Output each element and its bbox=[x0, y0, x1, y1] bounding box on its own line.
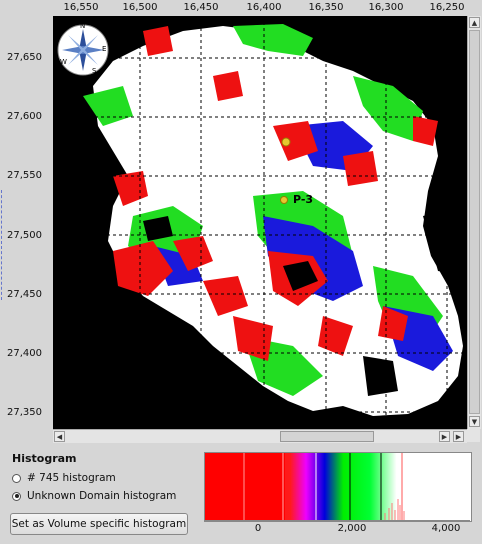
vertical-scroll-thumb[interactable] bbox=[469, 30, 480, 414]
x-tick-label: 16,250 bbox=[429, 2, 465, 13]
histogram-title: Histogram bbox=[12, 452, 77, 465]
y-tick-label: 27,650 bbox=[7, 52, 42, 63]
compass-e: E bbox=[102, 45, 107, 53]
y-tick-label: 27,550 bbox=[7, 170, 42, 181]
vertical-scrollbar[interactable]: ▲ ▼ bbox=[467, 16, 481, 429]
radio-button[interactable] bbox=[12, 473, 21, 483]
x-tick-label: 16,500 bbox=[122, 2, 158, 13]
histogram-axis bbox=[204, 520, 470, 527]
location-marker bbox=[281, 137, 291, 147]
scroll-corner bbox=[467, 429, 480, 442]
horizontal-scroll-thumb[interactable] bbox=[280, 431, 374, 442]
terrain-void bbox=[53, 266, 108, 336]
terrain-green bbox=[83, 86, 133, 126]
map-raster[interactable] bbox=[53, 16, 467, 429]
histogram-option-unknown-domain[interactable]: Unknown Domain histogram bbox=[12, 490, 176, 502]
x-tick-label: 16,400 bbox=[246, 2, 282, 13]
y-tick-label: 27,400 bbox=[7, 348, 42, 359]
y-tick-label: 27,600 bbox=[7, 111, 42, 122]
terrain-red bbox=[113, 241, 173, 296]
terrain-red bbox=[378, 306, 408, 341]
histogram-plot[interactable] bbox=[204, 452, 472, 522]
histogram-option-745[interactable]: # 745 histogram bbox=[12, 472, 116, 484]
x-tick-label: 16,450 bbox=[183, 2, 219, 13]
histogram-tick: 4,000 bbox=[431, 523, 461, 534]
marker-label: P-3 bbox=[293, 193, 314, 206]
map-grid bbox=[53, 16, 467, 429]
terrain-void bbox=[363, 356, 398, 396]
compass-s: S bbox=[92, 67, 97, 75]
compass-w: W bbox=[60, 58, 67, 66]
terrain-red bbox=[203, 276, 248, 316]
scroll-up-button[interactable]: ▲ bbox=[469, 17, 480, 28]
y-tick-label: 27,350 bbox=[7, 407, 42, 418]
histogram-tick: 0 bbox=[254, 523, 262, 534]
terrain-red bbox=[343, 151, 378, 186]
y-tick-label: 27,500 bbox=[7, 230, 42, 241]
scroll-left-button[interactable]: ◀ bbox=[54, 431, 65, 442]
radio-button-selected[interactable] bbox=[12, 491, 21, 501]
terrain-red bbox=[318, 316, 353, 356]
terrain-red bbox=[233, 316, 273, 361]
y-tick-label: 27,450 bbox=[7, 289, 42, 300]
compass-rose-icon: N E S W bbox=[56, 22, 110, 77]
x-tick-label: 16,350 bbox=[308, 2, 344, 13]
option-label: # 745 histogram bbox=[27, 472, 116, 484]
terrain-void bbox=[283, 261, 318, 291]
location-marker bbox=[280, 196, 288, 204]
terrain-void bbox=[423, 206, 467, 276]
left-edge-marker bbox=[1, 190, 4, 300]
option-label: Unknown Domain histogram bbox=[27, 490, 177, 502]
terrain-red bbox=[143, 26, 173, 56]
scroll-right-button[interactable]: ▶ bbox=[439, 431, 450, 442]
x-tick-label: 16,550 bbox=[63, 2, 99, 13]
scroll-right-end-button[interactable]: ▶ bbox=[453, 431, 464, 442]
terrain-red bbox=[173, 236, 213, 271]
x-tick-label: 16,300 bbox=[368, 2, 404, 13]
histogram-threshold-lines bbox=[243, 453, 403, 521]
terrain-red bbox=[213, 71, 243, 101]
set-volume-histogram-button[interactable]: Set as Volume specific histogram bbox=[10, 513, 188, 535]
horizontal-scrollbar[interactable]: ◀ ▶ ▶ bbox=[53, 429, 467, 443]
terrain-green bbox=[233, 24, 313, 56]
compass-n: N bbox=[80, 22, 86, 30]
terrain-red bbox=[113, 171, 148, 206]
terrain-red bbox=[273, 121, 318, 161]
histogram-tick: 2,000 bbox=[337, 523, 367, 534]
scroll-down-button[interactable]: ▼ bbox=[469, 416, 480, 427]
terrain-red bbox=[413, 116, 438, 146]
map-canvas[interactable]: P-3 N E S W bbox=[53, 16, 467, 429]
histogram-bins bbox=[384, 499, 405, 521]
terrain-green bbox=[353, 76, 423, 141]
